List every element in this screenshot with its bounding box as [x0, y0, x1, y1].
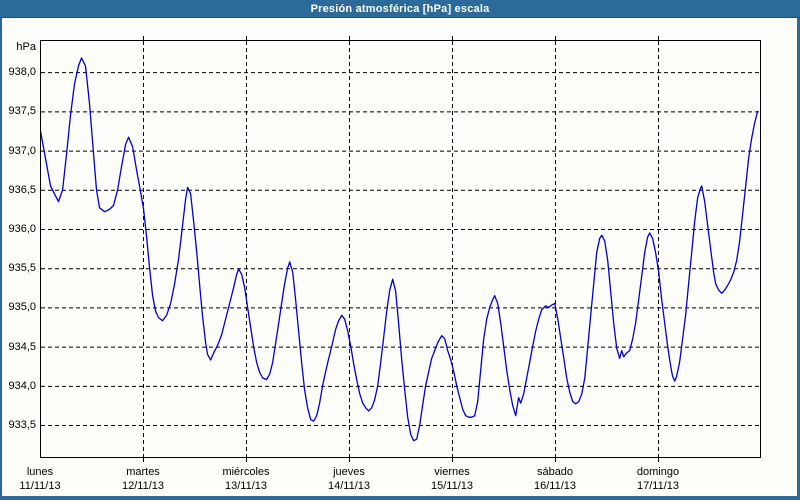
x-date-label: 14/11/13 — [327, 480, 370, 492]
y-tick-label: 938,0 — [8, 66, 36, 79]
y-tick-label: 936,5 — [8, 183, 36, 196]
x-day-label: jueves — [333, 466, 365, 478]
y-tick-label: 935,0 — [8, 301, 36, 314]
pressure-series-line — [39, 57, 759, 442]
x-day-label: domingo — [636, 466, 680, 478]
y-tick-label: 937,5 — [8, 105, 36, 118]
plot-border — [40, 40, 761, 458]
x-day-label: viernes — [434, 466, 470, 478]
y-tick-label: 935,5 — [8, 262, 36, 275]
y-tick-label: 934,0 — [8, 379, 36, 392]
x-date-label: 12/11/13 — [121, 480, 164, 492]
x-day-label: miércoles — [222, 466, 270, 478]
x-date-label: 15/11/13 — [430, 480, 473, 492]
x-date-label: 11/11/13 — [19, 480, 61, 492]
x-day-label: sábado — [536, 466, 574, 478]
x-day-label: martes — [126, 466, 160, 478]
y-tick-label: 933,5 — [8, 419, 36, 432]
y-axis-unit-label: hPa — [16, 41, 36, 53]
chart-canvas: hPa 938,0 937,5 937,0 936,5 936,0 935,5 935,0 9… — [2, 18, 797, 496]
y-tick-label: 937,0 — [8, 144, 36, 157]
x-date-label: 16/11/13 — [533, 480, 576, 492]
pressure-line-chart — [39, 36, 761, 462]
x-date-label: 13/11/13 — [224, 480, 267, 492]
chart-title: Presión atmosférica [hPa] escala — [310, 2, 490, 15]
chart-title-bar: Presión atmosférica [hPa] escala — [0, 0, 800, 18]
y-tick-label: 936,0 — [8, 223, 36, 235]
y-tick-label: 934,5 — [8, 340, 36, 353]
x-day-label: lunes — [26, 466, 54, 478]
x-date-label: 17/11/13 — [636, 480, 679, 492]
